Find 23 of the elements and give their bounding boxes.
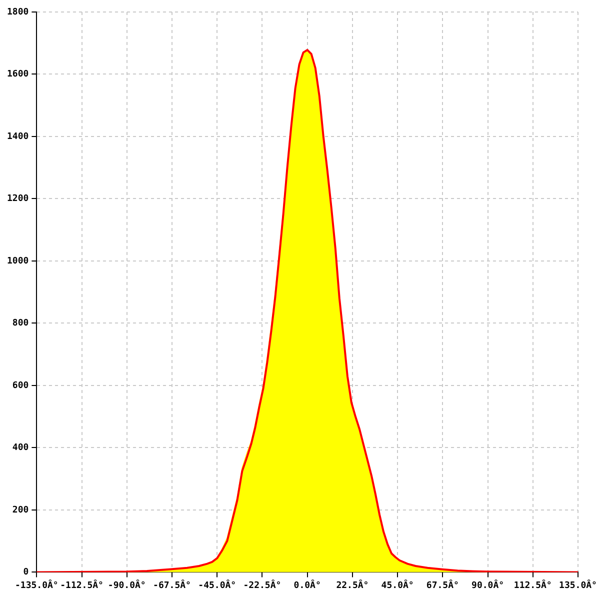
x-tick-label: 112.5Â° [514, 578, 552, 591]
y-tick-label: 200 [12, 505, 29, 516]
x-tick-label: -67.5Â° [153, 578, 191, 591]
y-tick-label: 400 [12, 443, 29, 454]
y-tick-label: 600 [12, 380, 29, 391]
y-tick-label: 800 [12, 318, 29, 329]
x-tick-label: -90.0Â° [108, 578, 146, 591]
y-tick-label: 1600 [6, 70, 29, 80]
x-tick-label: -45.0Â° [198, 578, 236, 591]
x-tick-label: 67.5Â° [426, 578, 459, 591]
y-tick-label: 1800 [6, 7, 29, 18]
x-tick-label: 90.0Â° [472, 578, 504, 591]
y-tick-label: 1200 [6, 194, 29, 204]
x-tick-label: 22.5Â° [336, 578, 369, 591]
x-tick-label: 45.0Â° [381, 578, 414, 591]
x-tick-label: 0.0Â° [294, 578, 321, 591]
x-tick-label: -22.5Â° [243, 578, 282, 591]
y-tick-label: 1400 [6, 132, 29, 142]
x-tick-label: -135.0Â° [14, 578, 58, 591]
x-tick-label: 135.0Â° [559, 578, 597, 591]
y-tick-label: 0 [23, 568, 29, 578]
y-tick-label: 1000 [6, 256, 29, 266]
x-tick-label: -112.5Â° [60, 578, 104, 591]
